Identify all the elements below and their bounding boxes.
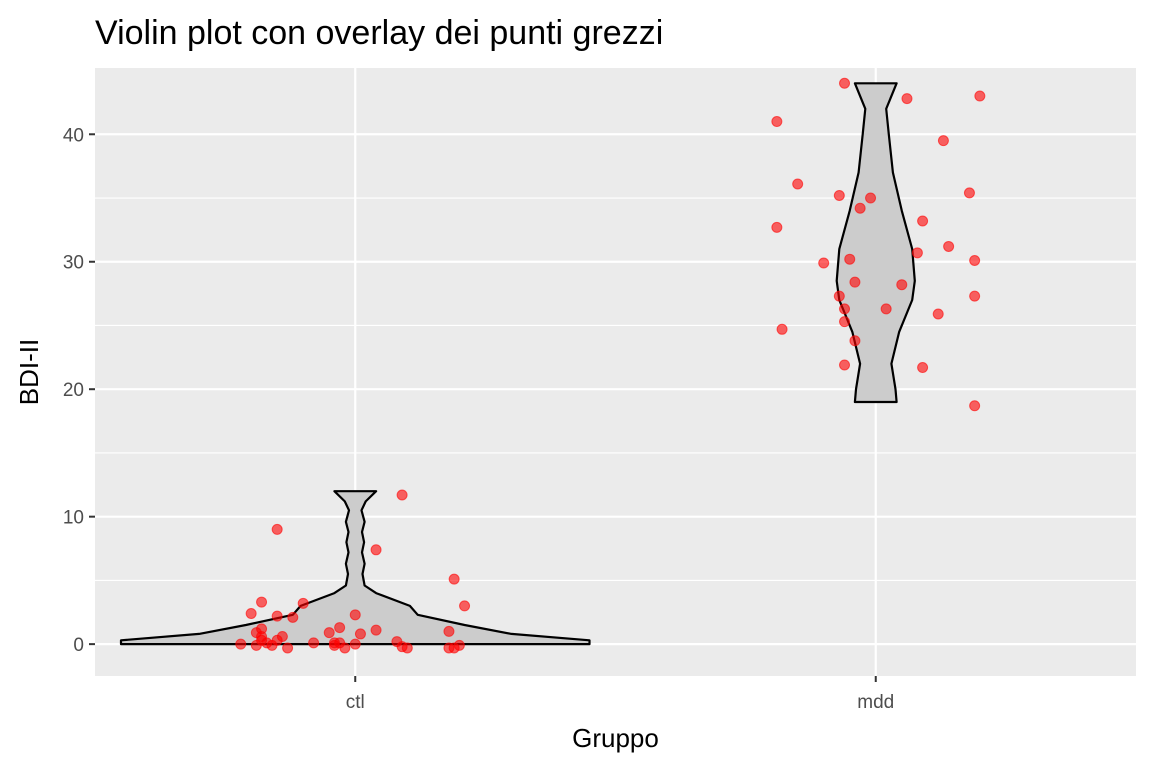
y-axis-title: BDI-II bbox=[14, 339, 44, 405]
data-point-ctl bbox=[334, 622, 346, 634]
data-point-mdd bbox=[880, 303, 892, 315]
data-point-mdd bbox=[937, 135, 949, 147]
axes: 0 10 20 30 40 ctl mdd bbox=[63, 125, 894, 713]
data-point-mdd bbox=[901, 93, 913, 105]
data-point-ctl bbox=[453, 639, 465, 651]
data-point-ctl bbox=[297, 597, 309, 609]
data-point-mdd bbox=[865, 192, 877, 204]
y-tick-label: 30 bbox=[63, 253, 84, 274]
data-point-mdd bbox=[839, 77, 851, 89]
data-point-mdd bbox=[839, 359, 851, 371]
data-point-ctl bbox=[323, 627, 335, 639]
data-point-mdd bbox=[833, 290, 845, 302]
data-point-ctl bbox=[287, 611, 299, 623]
plot-panel bbox=[95, 68, 1136, 676]
data-point-mdd bbox=[974, 90, 986, 102]
y-tick-label: 20 bbox=[63, 380, 84, 401]
data-point-mdd bbox=[917, 215, 929, 227]
y-tick-label: 40 bbox=[63, 125, 84, 146]
data-point-mdd bbox=[932, 308, 944, 320]
points bbox=[235, 77, 986, 654]
data-point-mdd bbox=[969, 254, 981, 266]
data-point-ctl bbox=[459, 600, 471, 612]
data-point-mdd bbox=[963, 187, 975, 199]
data-point-ctl bbox=[396, 489, 408, 501]
data-point-mdd bbox=[849, 335, 861, 347]
data-point-ctl bbox=[401, 642, 413, 654]
y-tick-label: 10 bbox=[63, 508, 84, 529]
data-point-ctl bbox=[271, 523, 283, 535]
data-point-mdd bbox=[969, 400, 981, 412]
data-point-ctl bbox=[256, 596, 268, 608]
data-point-ctl bbox=[448, 573, 460, 585]
x-tick-label: mdd bbox=[857, 692, 894, 713]
data-point-mdd bbox=[776, 323, 788, 335]
data-point-ctl bbox=[443, 625, 455, 637]
data-point-mdd bbox=[849, 276, 861, 288]
data-point-mdd bbox=[771, 221, 783, 233]
data-point-mdd bbox=[792, 178, 804, 190]
data-point-ctl bbox=[256, 630, 268, 642]
data-point-ctl bbox=[308, 637, 320, 649]
x-axis-title: Gruppo bbox=[572, 723, 659, 753]
data-point-mdd bbox=[833, 189, 845, 201]
data-point-mdd bbox=[917, 362, 929, 374]
data-point-mdd bbox=[839, 303, 851, 315]
data-point-ctl bbox=[271, 610, 283, 622]
data-point-mdd bbox=[771, 116, 783, 128]
data-point-ctl bbox=[250, 639, 262, 651]
data-point-mdd bbox=[818, 257, 830, 269]
data-point-ctl bbox=[245, 608, 257, 620]
y-tick-label: 0 bbox=[73, 635, 84, 656]
data-point-ctl bbox=[349, 609, 361, 621]
data-point-mdd bbox=[839, 316, 851, 328]
violins bbox=[119, 82, 916, 646]
data-point-ctl bbox=[235, 638, 247, 650]
data-point-mdd bbox=[854, 202, 866, 214]
data-point-ctl bbox=[282, 642, 294, 654]
data-point-ctl bbox=[349, 638, 361, 650]
data-point-mdd bbox=[911, 247, 923, 259]
data-point-ctl bbox=[370, 624, 382, 636]
x-tick-label: ctl bbox=[346, 692, 365, 713]
data-point-ctl bbox=[328, 639, 340, 651]
violin-mdd bbox=[835, 82, 916, 404]
data-point-ctl bbox=[354, 628, 366, 640]
data-point-mdd bbox=[896, 279, 908, 291]
data-point-ctl bbox=[266, 639, 278, 651]
data-point-ctl bbox=[276, 630, 288, 642]
data-point-mdd bbox=[844, 253, 856, 265]
data-point-ctl bbox=[370, 544, 382, 556]
data-point-mdd bbox=[943, 240, 955, 252]
chart-title: Violin plot con overlay dei punti grezzi bbox=[95, 14, 663, 52]
violin-ctl bbox=[119, 490, 591, 646]
data-point-mdd bbox=[969, 290, 981, 302]
data-point-ctl bbox=[339, 642, 351, 654]
data-point-ctl bbox=[391, 636, 403, 648]
